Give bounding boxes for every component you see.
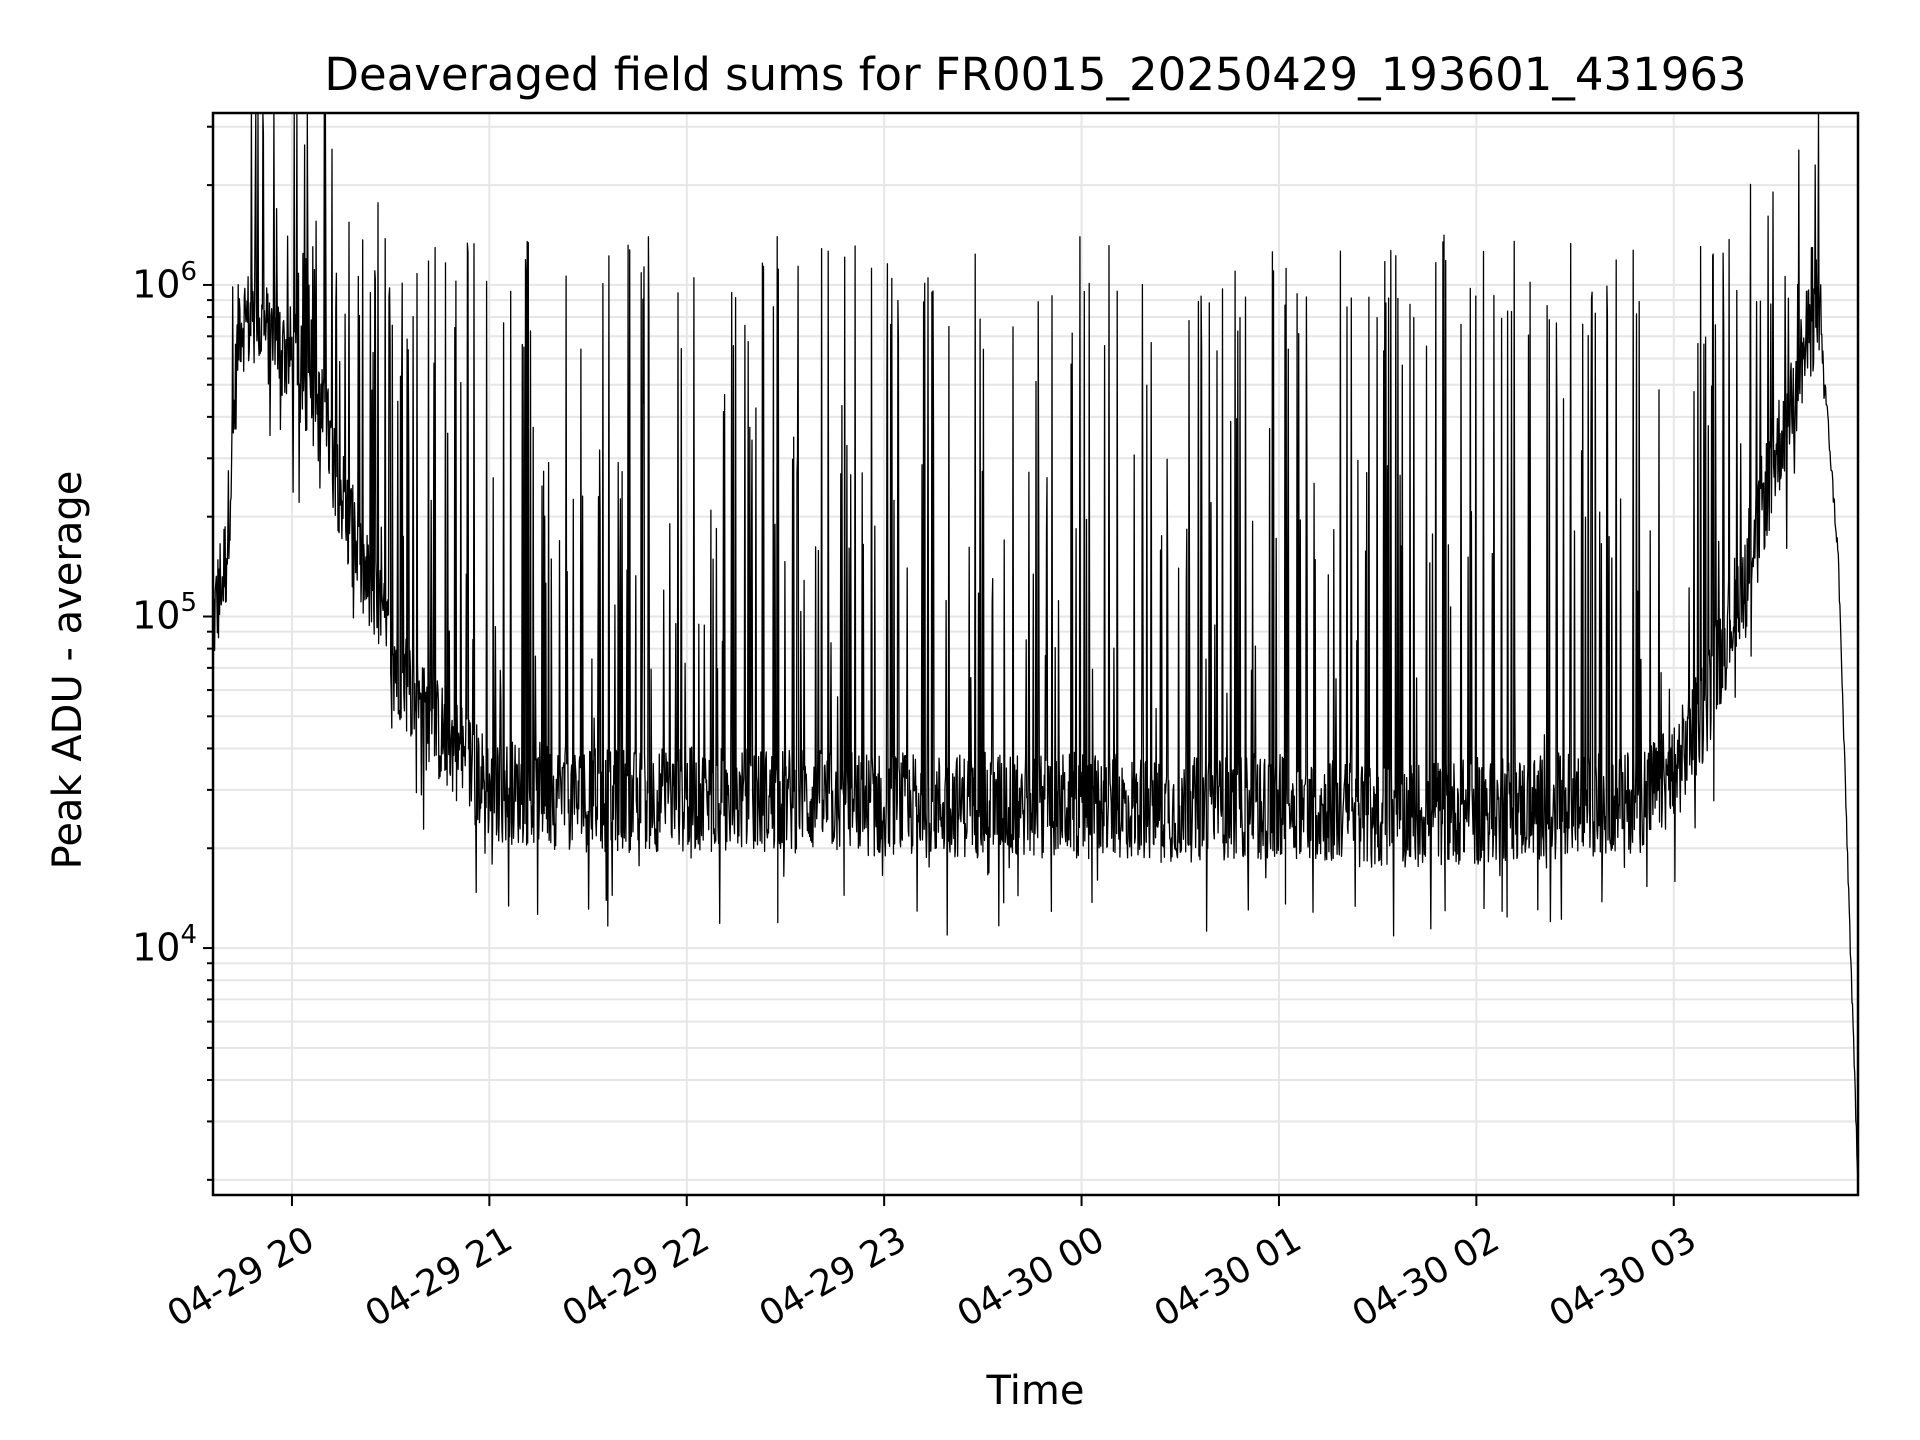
- y-tick-label: 105: [77, 588, 197, 639]
- y-tick-label: 104: [77, 920, 197, 970]
- y-tick-label-base: 10: [132, 594, 181, 639]
- axes: [203, 111, 1860, 1206]
- y-tick-label-base: 10: [132, 262, 181, 307]
- y-tick-label-exponent: 5: [180, 588, 197, 619]
- series-line: [212, 112, 1859, 1185]
- y-tick-label: 106: [77, 257, 197, 307]
- y-tick-label-base: 10: [132, 925, 181, 970]
- chart-title: Deaveraged field sums for FR0015_2025042…: [324, 48, 1747, 101]
- y-axis-label: Peak ADU - average: [45, 470, 91, 870]
- plot-frame: [211, 111, 1860, 1197]
- x-axis-label: Time: [986, 1368, 1085, 1414]
- data-series: [212, 112, 1859, 1185]
- y-tick-label-exponent: 4: [180, 920, 197, 951]
- y-tick-label-exponent: 6: [180, 256, 197, 287]
